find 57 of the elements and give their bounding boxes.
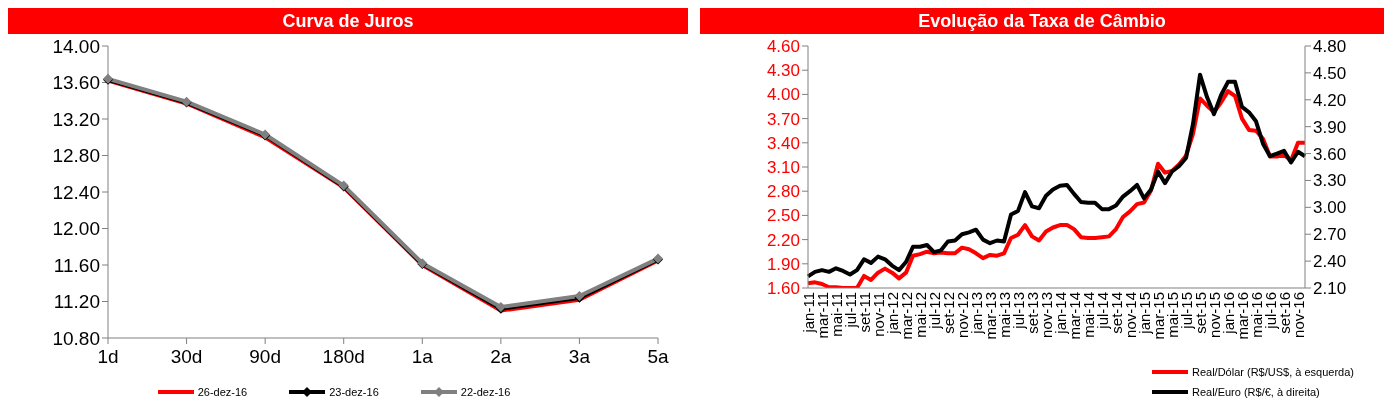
y-tick-label: 2.80 — [766, 182, 800, 202]
legend-label: Real/Euro (R$/€, à direita) — [1191, 386, 1320, 398]
y-tick-label: 13.60 — [52, 72, 100, 94]
x-tick-label: 5a — [647, 346, 669, 368]
legend-label: 26-dez-16 — [197, 386, 248, 398]
legend-label: Real/Dólar (R$/US$, à esquerda) — [1191, 366, 1354, 378]
y-tick-label: 3.40 — [766, 133, 800, 153]
y-tick-label: 12.40 — [52, 181, 100, 203]
x-tick-label: 1d — [97, 346, 119, 368]
x-tick-label: mai-11 — [827, 292, 845, 337]
legend-label: 23-dez-16 — [329, 386, 379, 398]
x-tick-label: mai-16 — [1247, 292, 1265, 338]
x-tick-label: mai-13 — [995, 292, 1013, 338]
x-tick-label: nov-14 — [1121, 292, 1139, 338]
x-tick-label: 2a — [490, 346, 512, 368]
x-tick-label: nov-16 — [1289, 292, 1307, 338]
x-tick-label: nov-13 — [1037, 292, 1055, 338]
y-tick-label: 11.60 — [53, 254, 100, 276]
y-tick-label: 2.50 — [766, 206, 800, 226]
y-tick-label: 4.30 — [766, 61, 800, 81]
y2-tick-label: 2.40 — [1313, 252, 1347, 272]
x-tick-label: 180d — [322, 346, 365, 368]
chart-title: Evolução da Taxa de Câmbio — [700, 8, 1384, 34]
x-tick-label: nov-11 — [869, 292, 887, 337]
y-tick-label: 13.20 — [52, 108, 100, 130]
y-tick-label: 2.20 — [766, 230, 800, 250]
x-tick-label: 90d — [249, 346, 281, 368]
y-tick-label: 12.00 — [52, 218, 100, 240]
y2-tick-label: 2.70 — [1313, 225, 1347, 245]
x-tick-label: nov-12 — [953, 292, 971, 338]
y2-tick-label: 3.30 — [1313, 171, 1347, 191]
y-tick-label: 12.80 — [52, 145, 100, 167]
chart-title: Curva de Juros — [8, 8, 688, 34]
y-tick-label: 4.00 — [766, 85, 800, 105]
x-tick-label: nov-15 — [1205, 292, 1223, 338]
y-tick-label: 4.60 — [766, 37, 800, 57]
x-tick-label: mai-12 — [911, 292, 929, 338]
legend-label: 22-dez-16 — [460, 386, 511, 398]
x-tick-label: 1a — [411, 346, 434, 368]
y2-tick-label: 3.00 — [1313, 198, 1347, 218]
y2-tick-label: 4.80 — [1313, 37, 1347, 57]
y2-tick-label: 4.50 — [1313, 63, 1347, 83]
y-tick-label: 1.60 — [766, 279, 800, 299]
y-tick-label: 1.90 — [766, 254, 800, 274]
y-tick-label: 3.70 — [766, 109, 800, 129]
y-tick-label: 3.10 — [766, 158, 800, 178]
x-tick-label: 3a — [568, 346, 591, 368]
y-tick-label: 10.80 — [52, 327, 100, 349]
x-tick-label: mai-14 — [1079, 292, 1097, 338]
y-tick-label: 14.00 — [52, 35, 100, 57]
x-tick-label: mai-15 — [1163, 292, 1181, 338]
y2-tick-label: 3.90 — [1313, 117, 1347, 137]
x-tick-label: 30d — [170, 346, 203, 368]
y2-tick-label: 2.10 — [1313, 279, 1347, 299]
y-tick-label: 11.20 — [53, 291, 100, 313]
y2-tick-label: 3.60 — [1313, 144, 1347, 164]
y2-tick-label: 4.20 — [1313, 90, 1347, 110]
